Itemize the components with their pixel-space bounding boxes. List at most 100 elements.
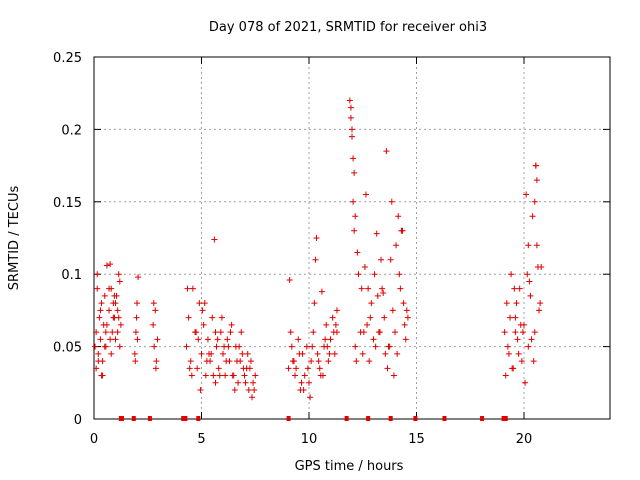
data-point (238, 329, 245, 336)
data-point (361, 263, 368, 270)
data-point (502, 372, 509, 379)
data-point (101, 292, 108, 299)
data-point (201, 300, 208, 307)
data-point (333, 307, 340, 314)
data-point (310, 329, 317, 336)
data-point (503, 300, 510, 307)
y-tick-label: 0.25 (53, 51, 82, 66)
data-point (223, 358, 230, 365)
data-point (251, 387, 258, 394)
data-point (314, 350, 321, 357)
data-point (332, 321, 339, 328)
data-point (381, 314, 388, 321)
gap-marker (131, 416, 136, 421)
data-point (112, 300, 119, 307)
data-point (211, 236, 218, 243)
data-point (250, 379, 257, 386)
data-point (215, 365, 222, 372)
data-point (509, 365, 516, 372)
y-axis-label: SRMTID / TECUs (7, 186, 22, 291)
data-point (304, 365, 311, 372)
gap-marker (183, 416, 188, 421)
data-point (384, 365, 391, 372)
data-point (322, 336, 329, 343)
data-point (134, 300, 140, 307)
gap-marker (442, 416, 447, 421)
data-point (530, 358, 537, 365)
data-point (531, 198, 538, 205)
data-point (229, 372, 236, 379)
data-point (134, 336, 141, 343)
data-point (359, 350, 366, 357)
data-point (526, 278, 533, 285)
data-point (312, 256, 319, 263)
data-point (531, 329, 538, 336)
data-point (247, 358, 254, 365)
grid-lines (94, 57, 610, 419)
x-tick-label: 15 (408, 432, 425, 447)
data-point (378, 256, 385, 263)
data-point (323, 321, 330, 328)
data-point (150, 300, 157, 307)
data-point (532, 162, 539, 169)
data-point (373, 230, 380, 237)
gap-marker (344, 416, 349, 421)
data-point (329, 314, 336, 321)
data-point (150, 321, 157, 328)
data-point (534, 263, 541, 270)
data-point (525, 242, 532, 249)
data-point (110, 314, 117, 321)
data-point (515, 350, 522, 357)
data-point (331, 350, 338, 357)
data-point (354, 249, 361, 256)
data-point (528, 336, 535, 343)
data-point (97, 336, 104, 343)
data-point (352, 213, 359, 220)
data-point (374, 292, 381, 299)
data-point (289, 358, 296, 365)
data-point (508, 271, 515, 278)
data-point (525, 343, 532, 350)
data-point (397, 285, 404, 292)
data-point (351, 227, 358, 234)
data-point (209, 314, 216, 321)
data-point (244, 350, 251, 357)
y-tick-label: 0.05 (53, 341, 82, 356)
data-point (313, 235, 320, 241)
data-point (135, 274, 142, 281)
data-point (116, 278, 123, 285)
data-point (246, 365, 253, 372)
data-point (98, 300, 105, 307)
data-point (315, 358, 322, 365)
gap-marker (501, 416, 506, 421)
data-point (505, 350, 512, 357)
data-point (187, 358, 194, 365)
data-point (380, 290, 387, 297)
data-point (153, 358, 160, 365)
data-point (504, 343, 511, 350)
data-point (95, 358, 102, 365)
data-point (208, 350, 215, 357)
data-point (111, 292, 118, 299)
data-point (350, 155, 357, 162)
data-point (252, 372, 259, 379)
data-point (386, 343, 393, 350)
data-point (197, 387, 204, 394)
data-point (115, 314, 122, 321)
data-point (185, 314, 192, 321)
data-point (154, 336, 161, 343)
data-point (241, 372, 248, 379)
y-tick-label: 0 (74, 413, 82, 428)
data-point (198, 350, 205, 357)
data-point (326, 350, 333, 357)
gap-marker (196, 416, 201, 421)
data-point (93, 365, 100, 372)
data-point (95, 350, 102, 357)
x-tick-label: 20 (516, 432, 533, 447)
data-point (300, 387, 307, 394)
y-tick-label: 0.2 (61, 123, 82, 138)
data-point (116, 343, 123, 350)
data-point (220, 350, 226, 357)
data-point (131, 350, 138, 357)
